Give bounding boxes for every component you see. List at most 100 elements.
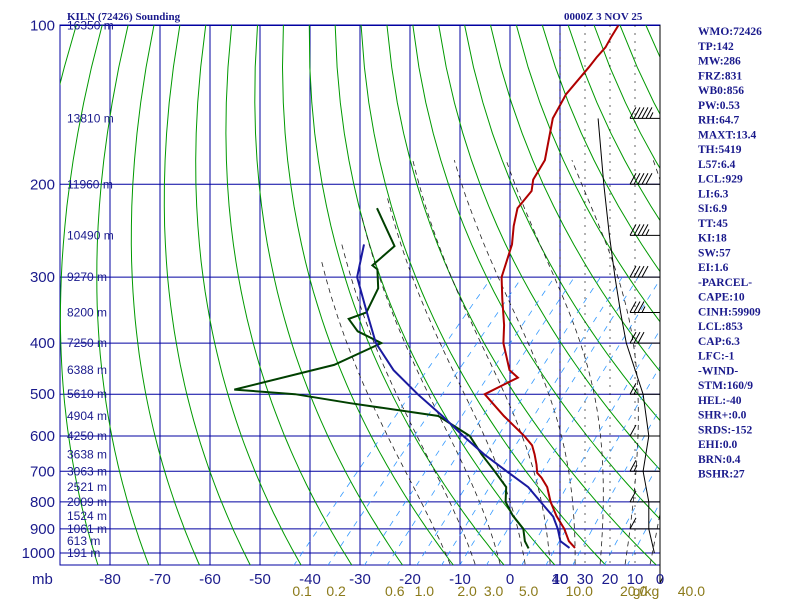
- mixing-ratio-label: 0.1: [292, 583, 312, 599]
- height-label: 2009 m: [67, 495, 107, 509]
- wind-barb: [629, 424, 660, 437]
- index-entry: L57:6.4: [698, 159, 736, 171]
- dry-adiabat: [360, 25, 607, 565]
- wind-barb-half: [645, 229, 650, 236]
- index-entry: TP:142: [698, 41, 734, 53]
- wind-barb-half: [659, 576, 664, 584]
- mixing-ratio-label: 10.0: [566, 583, 593, 599]
- index-entry: -PARCEL-: [698, 277, 752, 289]
- wind-barb-flag: [637, 173, 645, 185]
- height-label: 4904 m: [67, 409, 107, 423]
- dry-adiabat: [541, 25, 660, 273]
- wind-barb-flag: [637, 224, 645, 236]
- height-label: 191 m: [67, 546, 100, 560]
- index-entry: HEL:-40: [698, 395, 742, 407]
- index-entry: TT:45: [698, 218, 728, 230]
- wind-barb-flag: [637, 265, 645, 278]
- temp-tick-label: 10: [552, 571, 569, 588]
- dry-adiabat: [163, 25, 251, 565]
- index-entry: WMO:72426: [698, 26, 762, 38]
- temperature-trace: [483, 25, 620, 549]
- wind-barb-flag: [629, 301, 637, 313]
- mixing-ratio-line: [293, 276, 493, 565]
- pressure-label: 1000: [22, 545, 55, 562]
- dry-adiabat: [96, 25, 150, 565]
- dry-adiabat: [225, 25, 353, 565]
- index-entry: BRN:0.4: [698, 454, 741, 466]
- index-entry: MW:286: [698, 56, 741, 68]
- wind-barb-half: [641, 306, 646, 313]
- height-label: 10490 m: [67, 228, 114, 242]
- height-label: 11960 m: [67, 177, 113, 191]
- wind-barb-flag: [629, 265, 637, 278]
- dewpoint-trace: [234, 207, 530, 549]
- wind-barb: [629, 517, 660, 530]
- mixing-ratio-label: 1.0: [415, 583, 435, 599]
- dry-adiabat: [308, 25, 505, 565]
- adiabats-layer: [60, 25, 660, 565]
- index-entry: EHI:0.0: [698, 439, 738, 451]
- wind-barb-flag: [641, 107, 649, 119]
- mixing-ratio-line: [327, 276, 523, 565]
- pressure-label: 600: [30, 428, 55, 445]
- height-label: 613 m: [67, 534, 100, 548]
- wind-profile: [559, 25, 664, 584]
- index-entry: SRDS:-152: [698, 424, 753, 436]
- dry-adiabat: [254, 25, 404, 565]
- mixing-ratio-label: 20.0: [620, 583, 647, 599]
- dry-adiabat: [490, 25, 660, 373]
- height-label: 4250 m: [67, 429, 107, 443]
- index-entry: -WIND-: [698, 365, 738, 377]
- dry-adiabat: [464, 25, 660, 422]
- wind-barb-flag: [637, 301, 645, 313]
- mixing-ratio-label: 2.0: [457, 583, 477, 599]
- wind-barb-flag: [637, 107, 645, 119]
- pressure-label: 500: [30, 386, 55, 403]
- wind-barb-flag: [629, 107, 637, 119]
- index-entry: LFC:-1: [698, 351, 735, 363]
- temp-tick-label: -80: [99, 571, 121, 588]
- index-entry: CAP:6.3: [698, 336, 740, 348]
- wind-barb-flag: [629, 517, 637, 530]
- temp-tick-label: -60: [199, 571, 221, 588]
- wind-barb-flag: [641, 265, 649, 278]
- wind-barb: [659, 553, 664, 584]
- wind-tick-label: 20: [602, 571, 619, 588]
- pressure-label: 400: [30, 335, 55, 352]
- wind-barb-half: [649, 112, 654, 119]
- wind-barb-flag: [633, 331, 641, 344]
- dry-adiabat: [515, 25, 660, 323]
- wind-barb: [629, 331, 660, 344]
- wind-barb-flag: [641, 173, 649, 185]
- index-entry: EI:1.6: [698, 262, 729, 274]
- index-entry: BSHR:27: [698, 469, 745, 481]
- wind-barb-flag: [629, 490, 637, 503]
- temp-tick-label: -30: [349, 571, 371, 588]
- pressure-label: 200: [30, 176, 55, 193]
- index-entry: LI:6.3: [698, 188, 729, 200]
- mixing-ratio-label: 0.6: [385, 583, 405, 599]
- pressure-label: 900: [30, 521, 55, 538]
- wind-barb: [629, 382, 660, 395]
- wind-barb-flag: [629, 224, 637, 236]
- index-entry: SW:57: [698, 247, 731, 259]
- wind-barb-flag: [633, 107, 641, 119]
- mixing-ratio-line: [459, 276, 639, 565]
- pressure-label: 100: [30, 17, 55, 34]
- temp-tick-label: -10: [449, 571, 471, 588]
- wind-barb-flag: [645, 173, 653, 185]
- index-entry: SI:6.9: [698, 203, 727, 215]
- height-label: 8200 m: [67, 305, 107, 319]
- moist-adiabat: [386, 195, 526, 565]
- index-entry: RH:64.7: [698, 115, 739, 127]
- wind-barb-flag: [629, 382, 637, 395]
- mixing-ratio-line: [416, 276, 601, 565]
- height-label: 3638 m: [67, 447, 107, 461]
- mixing-ratio-line: [386, 276, 575, 565]
- dry-adiabat: [386, 25, 657, 565]
- height-label: 5610 m: [67, 387, 107, 401]
- index-entry: LCL:929: [698, 174, 743, 186]
- wind-tick-label: 10: [627, 571, 644, 588]
- mixing-ratio-label: 40.0: [678, 583, 705, 599]
